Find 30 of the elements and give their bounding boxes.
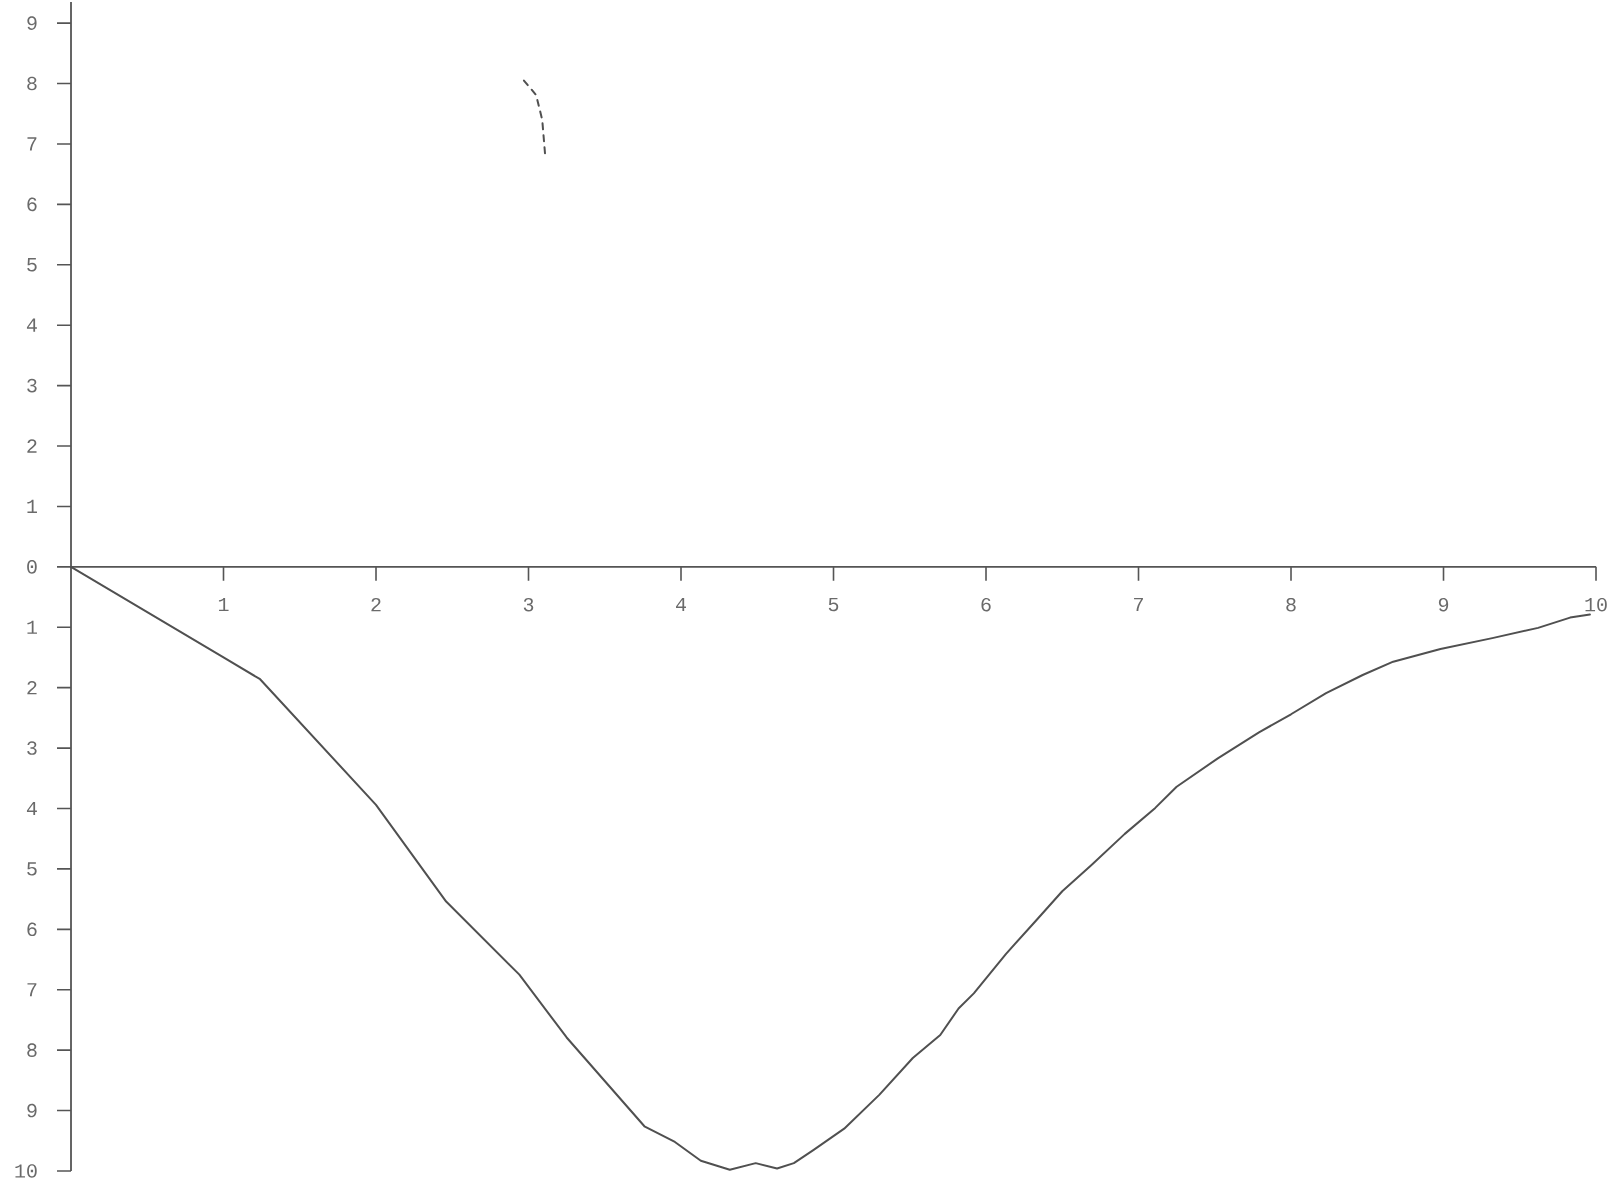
x-tick-label: 1 (218, 597, 229, 612)
y-tick-label: 5 (27, 258, 37, 272)
x-tick-label: 2 (371, 597, 381, 612)
y-tick-label: 2 (27, 680, 37, 695)
x-tick-label: 10 (1585, 597, 1607, 612)
x-tick-label: 5 (828, 597, 839, 612)
x-tick-label: 6 (981, 597, 991, 612)
y-tick-label: 9 (27, 16, 37, 30)
y-tick-label: 9 (27, 1103, 37, 1118)
x-tick-label: 9 (1438, 597, 1449, 612)
y-tick-label: 4 (26, 801, 37, 816)
y-tick-label: 7 (27, 983, 37, 997)
x-tick-label: 7 (1134, 597, 1143, 612)
x-tick-label: 4 (676, 597, 686, 612)
y-tick-label: 7 (27, 137, 37, 151)
y-tick-label: 6 (27, 197, 37, 212)
y-tick-label: 5 (27, 862, 37, 876)
y-tick-label: 3 (27, 741, 37, 755)
y-tick-label: 10 (15, 1164, 37, 1178)
y-tick-label: 2 (27, 439, 37, 453)
y-tick-label: 0 (27, 560, 37, 574)
x-tick-label: 3 (523, 597, 534, 612)
y-tick-label: 8 (27, 76, 37, 91)
y-tick-label: 8 (27, 1043, 37, 1057)
y-tick-label: 4 (26, 318, 37, 332)
y-tick-label: 1 (27, 499, 37, 514)
x-tick-label: 8 (1286, 597, 1296, 612)
y-tick-label: 3 (27, 378, 37, 393)
y-tick-label: 6 (27, 922, 37, 937)
y-tick-label: 1 (27, 620, 37, 634)
